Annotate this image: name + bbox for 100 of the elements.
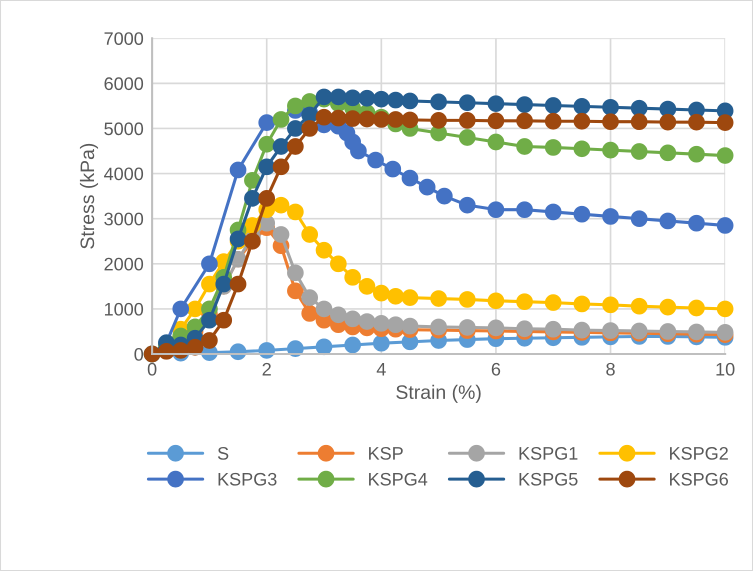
point xyxy=(436,188,453,204)
point xyxy=(458,291,476,308)
point xyxy=(430,318,447,336)
point xyxy=(201,312,218,329)
legend-label: KSPG5 xyxy=(520,472,578,486)
point xyxy=(272,138,290,155)
point xyxy=(430,290,447,307)
point xyxy=(387,316,404,334)
point xyxy=(544,204,562,220)
point xyxy=(330,255,347,272)
point xyxy=(488,95,504,112)
point xyxy=(372,284,390,302)
point xyxy=(458,129,476,146)
x-tick-label: 0 xyxy=(148,362,156,376)
point xyxy=(516,138,533,155)
point xyxy=(287,282,304,300)
point xyxy=(544,139,562,156)
point xyxy=(418,178,436,196)
x-axis-title: Strain (%) xyxy=(396,384,481,403)
x-tick-label: 6 xyxy=(492,362,500,376)
point xyxy=(301,226,318,243)
point xyxy=(458,94,476,112)
point xyxy=(244,190,261,207)
point xyxy=(301,289,318,306)
point xyxy=(387,288,404,305)
point xyxy=(574,112,590,130)
point xyxy=(516,112,533,130)
point xyxy=(516,96,533,113)
point xyxy=(602,208,619,225)
point xyxy=(574,206,590,223)
point xyxy=(574,140,590,158)
point xyxy=(402,170,418,186)
point xyxy=(186,338,204,356)
point xyxy=(430,112,447,129)
point xyxy=(660,114,676,130)
point xyxy=(258,190,276,207)
y-tick-label: 3000 xyxy=(104,212,144,226)
point xyxy=(544,112,562,130)
point xyxy=(384,160,402,178)
point xyxy=(301,120,318,137)
point xyxy=(488,134,504,150)
point xyxy=(544,97,562,114)
point xyxy=(316,108,332,126)
point xyxy=(372,90,390,108)
point xyxy=(602,113,619,130)
legend-label: S xyxy=(218,446,228,460)
point xyxy=(602,296,619,314)
point xyxy=(488,292,504,310)
legend-label: KSP xyxy=(369,446,403,460)
point xyxy=(602,142,619,158)
point xyxy=(516,201,533,218)
y-tick-label: 4000 xyxy=(104,168,144,180)
point xyxy=(688,214,705,232)
point xyxy=(344,110,361,127)
point xyxy=(630,100,648,117)
point xyxy=(201,255,218,272)
point xyxy=(330,306,347,324)
y-axis-title: Stress (kPa) xyxy=(80,144,98,249)
point xyxy=(358,313,376,330)
x-tick-label: 8 xyxy=(606,362,615,376)
legend-label: KSPG4 xyxy=(369,472,428,486)
point xyxy=(402,318,418,334)
y-tick-label: 1000 xyxy=(104,302,144,316)
point xyxy=(344,310,361,328)
point xyxy=(350,142,367,160)
point xyxy=(316,300,332,318)
point xyxy=(716,300,734,318)
point xyxy=(488,201,504,218)
point xyxy=(574,98,590,115)
point xyxy=(316,338,332,356)
legend-label: KSPG2 xyxy=(670,446,728,460)
point xyxy=(544,294,562,311)
point xyxy=(215,276,232,292)
point xyxy=(372,334,390,352)
point xyxy=(387,92,404,108)
y-tick-label: 0 xyxy=(134,348,144,361)
point xyxy=(344,269,361,286)
point xyxy=(716,114,734,131)
y-tick-label: 5000 xyxy=(104,122,144,136)
point xyxy=(402,289,418,306)
point xyxy=(488,320,504,336)
point xyxy=(574,296,590,312)
point xyxy=(287,120,304,137)
point xyxy=(272,226,290,243)
point xyxy=(287,138,304,155)
point xyxy=(716,217,734,234)
point xyxy=(430,94,447,110)
point xyxy=(358,90,376,107)
point xyxy=(458,112,476,129)
point xyxy=(458,196,476,214)
point xyxy=(272,158,290,176)
point xyxy=(287,98,304,114)
point xyxy=(272,196,290,214)
point xyxy=(258,136,276,153)
point xyxy=(230,276,246,292)
point xyxy=(688,114,705,130)
point xyxy=(630,113,648,130)
point xyxy=(544,320,562,338)
point xyxy=(688,300,705,316)
point xyxy=(316,242,332,259)
